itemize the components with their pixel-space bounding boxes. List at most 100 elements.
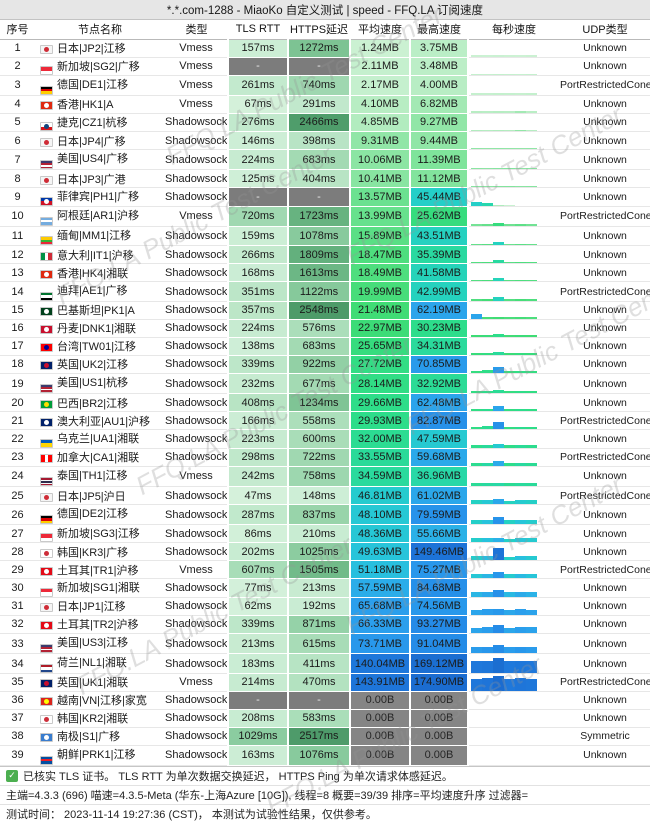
per-second-speed-chart	[468, 466, 560, 488]
https-latency-value: 2466ms	[287, 113, 351, 133]
tls-rtt-value: 224ms	[227, 149, 289, 171]
row-index: 21	[0, 411, 35, 431]
avg-speed-value: 48.36MB	[349, 524, 411, 544]
node-name: 德国|DE1|江移	[57, 79, 129, 91]
per-second-speed-chart	[468, 615, 560, 634]
max-speed-value: 174.90MB	[409, 673, 469, 692]
node-type: Vmess	[165, 560, 228, 580]
avg-speed-value: 32.00MB	[349, 429, 411, 449]
node-name-cell: 缅甸|MM1|江移	[35, 226, 165, 247]
node-type: Shadowsocks	[165, 597, 228, 616]
country-flag-icon	[40, 755, 53, 765]
col-node-name: 节点名称	[35, 20, 165, 40]
speed-test-table: 序号 节点名称 类型 TLS RTT HTTPS延迟 平均速度 最高速度 每秒速…	[0, 20, 650, 766]
node-name: 泰国|TH1|江移	[57, 469, 128, 482]
per-second-speed-chart	[468, 187, 560, 207]
row-index: 17	[0, 337, 35, 356]
node-name-cell: 香港|HK1|A	[35, 95, 165, 114]
row-index: 32	[0, 615, 35, 634]
node-name: 德国|DE2|江移	[57, 508, 129, 521]
avg-speed-value: 65.68MB	[349, 597, 411, 616]
udp-type-value: Unknown	[560, 524, 650, 544]
row-index: 4	[0, 95, 35, 114]
row-index: 3	[0, 75, 35, 96]
table-row: 19 美国|US1|杭移 Shadowsocks 232ms 677ms 28.14MB 3…	[0, 373, 650, 395]
row-index: 6	[0, 131, 35, 151]
max-speed-value: 0.00B	[409, 709, 469, 728]
country-flag-icon	[40, 587, 53, 597]
tls-rtt-value: 214ms	[227, 673, 289, 692]
max-speed-value: 47.59MB	[409, 429, 469, 449]
node-type: Shadowsocks	[165, 615, 228, 634]
table-row: 8 日本|JP3|广港 Shadowsocks 125ms 404ms 10.41MB 11…	[0, 169, 650, 189]
country-flag-icon	[40, 715, 53, 725]
node-name: 美国|US1|杭移	[57, 376, 129, 389]
node-name: 朝鲜|PRK1|江移	[57, 748, 136, 761]
country-flag-icon	[40, 733, 53, 743]
per-second-speed-chart	[468, 373, 560, 395]
per-second-speed-chart	[468, 673, 560, 692]
country-flag-icon	[40, 122, 53, 131]
table-row: 35 英国|UK1|湘联 Vmess 214ms 470ms 143.91MB 174.90…	[0, 673, 650, 692]
max-speed-value: 30.23MB	[409, 319, 469, 338]
https-latency-value: -	[287, 187, 351, 207]
node-name: 缅甸|MM1|江移	[57, 229, 132, 242]
node-type: Shadowsocks	[165, 187, 228, 207]
country-flag-icon	[40, 160, 53, 169]
https-latency-value: 1234ms	[287, 393, 351, 413]
udp-type-value: Unknown	[560, 169, 650, 189]
col-tls-rtt: TLS RTT	[228, 20, 288, 40]
https-latency-value: 2548ms	[287, 301, 351, 320]
max-speed-value: 93.27MB	[409, 615, 469, 634]
udp-type-value: Unknown	[560, 615, 650, 634]
https-latency-value: 210ms	[287, 524, 351, 544]
udp-type-value: Unknown	[560, 113, 650, 133]
https-latency-value: 740ms	[287, 75, 351, 96]
https-latency-value: 922ms	[287, 355, 351, 374]
node-name-cell: 乌克兰|UA1|湘联	[35, 429, 165, 449]
avg-speed-value: 13.99MB	[349, 206, 411, 227]
country-flag-icon	[40, 621, 53, 631]
node-type: Vmess	[165, 206, 228, 227]
country-flag-icon	[40, 85, 53, 95]
max-speed-value: 169.12MB	[409, 653, 469, 674]
udp-type-value: Unknown	[560, 95, 650, 114]
max-speed-value: 25.62MB	[409, 206, 469, 227]
udp-type-value: Unknown	[560, 39, 650, 58]
node-type: Shadowsocks	[165, 448, 228, 467]
node-name-cell: 巴西|BR2|江移	[35, 393, 165, 413]
https-latency-value: 683ms	[287, 337, 351, 356]
node-name-cell: 菲律宾|PH1|广移	[35, 187, 165, 207]
country-flag-icon	[40, 251, 53, 261]
node-name-cell: 巴基斯坦|PK1|A	[35, 301, 165, 320]
row-index: 1	[0, 39, 35, 58]
window-title-bar: *.*.com-1288 - MiaoKo 自定义测试 | speed - FF…	[0, 0, 650, 20]
tls-rtt-value: 62ms	[227, 597, 289, 616]
table-row: 10 阿根廷|AR1|沪移 Vmess 720ms 1723ms 13.99MB 25.62…	[0, 206, 650, 227]
table-row: 12 意大利|IT1|沪移 Shadowsocks 266ms 1809ms 18.47M…	[0, 245, 650, 265]
node-name: 乌克兰|UA1|湘联	[57, 433, 140, 446]
node-type: Shadowsocks	[165, 727, 228, 746]
per-second-speed-chart	[468, 149, 560, 171]
avg-speed-value: 21.48MB	[349, 301, 411, 320]
per-second-speed-chart	[468, 57, 560, 76]
max-speed-value: 4.00MB	[409, 75, 469, 96]
tls-rtt-value: -	[227, 57, 289, 76]
test-time-text: 测试时间： 2023-11-14 19:27:36 (CST)， 本测试为试验性…	[6, 809, 377, 822]
country-flag-icon	[40, 697, 53, 707]
tls-rtt-value: 408ms	[227, 393, 289, 413]
tls-rtt-value: 276ms	[227, 113, 289, 133]
avg-speed-value: 34.59MB	[349, 466, 411, 488]
https-latency-value: 2517ms	[287, 727, 351, 746]
max-speed-value: 32.92MB	[409, 373, 469, 395]
avg-speed-value: 0.00B	[349, 691, 411, 710]
per-second-speed-chart	[468, 524, 560, 544]
max-speed-value: 59.68MB	[409, 448, 469, 467]
table-row: 36 越南|VN|江移|家宽 Shadowsocks - -0.00B 0.00B Unkn…	[0, 691, 650, 710]
country-flag-icon	[40, 137, 53, 147]
per-second-speed-chart	[468, 542, 560, 562]
udp-type-value: Unknown	[560, 709, 650, 728]
node-name-cell: 台湾|TW01|江移	[35, 337, 165, 356]
max-speed-value: 45.44MB	[409, 187, 469, 207]
country-flag-icon	[40, 361, 53, 371]
